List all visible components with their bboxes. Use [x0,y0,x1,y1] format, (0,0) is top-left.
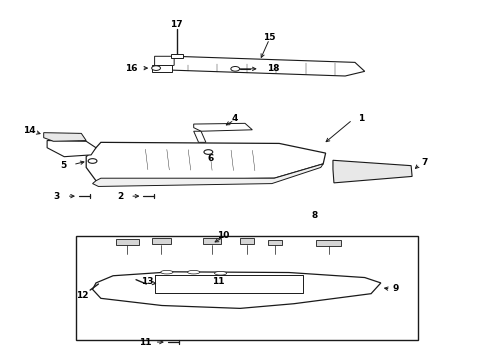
Text: 9: 9 [392,284,399,293]
Polygon shape [194,131,206,142]
Text: 2: 2 [117,192,123,201]
Bar [240,238,254,244]
Bar [116,239,139,245]
Text: 5: 5 [60,161,66,170]
Text: 1: 1 [358,114,365,123]
Polygon shape [93,164,323,186]
Polygon shape [155,56,365,76]
Text: 15: 15 [263,33,276,42]
Text: 12: 12 [76,291,89,300]
Bar [269,239,282,244]
Text: 11: 11 [139,338,151,347]
Polygon shape [152,65,171,72]
Text: 7: 7 [421,158,428,167]
Polygon shape [86,142,326,181]
Ellipse shape [188,270,200,274]
Text: 13: 13 [141,277,153,286]
Text: 17: 17 [171,20,183,29]
Polygon shape [93,272,381,309]
Text: 14: 14 [23,126,35,135]
Ellipse shape [204,150,213,154]
Polygon shape [155,56,174,69]
Text: 8: 8 [311,211,318,220]
Text: 3: 3 [54,192,60,201]
Text: 11: 11 [212,276,224,285]
Text: 6: 6 [208,154,214,163]
Polygon shape [333,160,412,183]
Bar [171,54,183,58]
Ellipse shape [161,270,173,274]
Polygon shape [194,123,252,131]
Ellipse shape [88,159,97,163]
Text: 16: 16 [125,64,138,73]
Bar [316,239,341,246]
Bar [152,238,171,244]
Polygon shape [44,133,86,141]
Text: 4: 4 [232,114,239,123]
Text: 10: 10 [217,231,229,240]
Bar [76,235,418,339]
Text: 18: 18 [267,64,280,73]
Polygon shape [47,140,96,157]
Ellipse shape [215,271,227,275]
Ellipse shape [231,67,240,71]
Bar [203,238,220,244]
Ellipse shape [152,66,160,71]
